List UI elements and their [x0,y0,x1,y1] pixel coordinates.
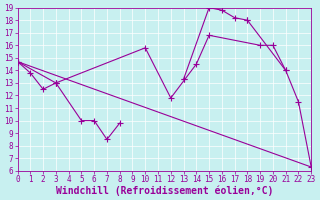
X-axis label: Windchill (Refroidissement éolien,°C): Windchill (Refroidissement éolien,°C) [56,185,273,196]
